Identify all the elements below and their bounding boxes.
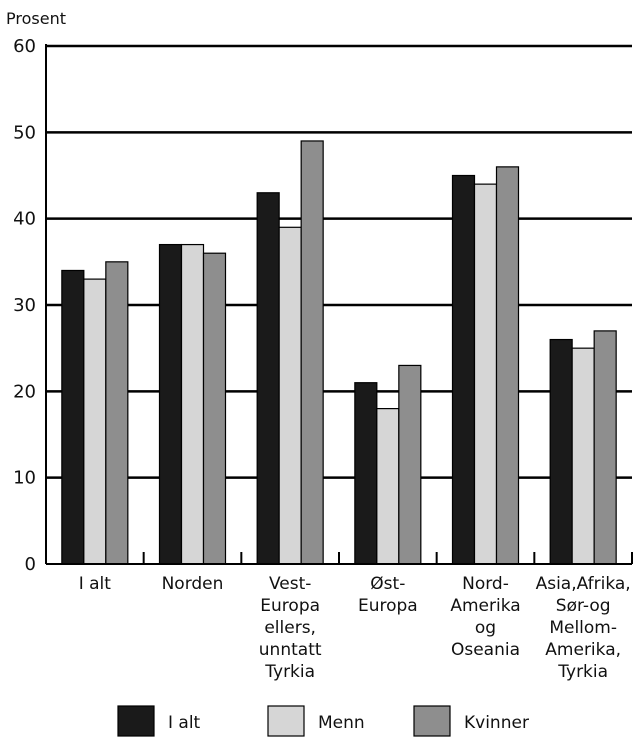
bar-i-alt [354,382,378,565]
bars [61,140,617,565]
y-tick-label: 20 [13,381,36,402]
bar-i-alt [451,174,476,565]
x-category-label: Nord-Amerika og Oseania [450,574,520,660]
bar-kvinner [593,330,617,565]
bar-kvinner [398,364,422,565]
x-category-label-line: Sør-og [556,596,611,616]
bar-i-alt [549,338,573,565]
legend-swatch-kvinner [413,705,451,737]
x-category-label-line: Amerika [450,596,520,616]
x-category-label: Øst-Europa [358,574,418,616]
x-category-label: Vest-Europa ellers, unntatt Tyrkia [259,574,322,682]
x-category-label-line: Øst- [370,574,405,594]
y-axis-ticks: 0 10 20 30 40 50 60 [13,36,36,575]
legend-label-kvinner: Kvinner [464,713,529,733]
x-category-label-line: Norden [162,574,224,594]
x-category-label-line: Europa [260,596,320,616]
x-category-label-line: Nord- [462,574,509,594]
bar-kvinner [105,261,129,565]
x-category-label: Asia,Afrika, Sør-og Mellom-Amerika, Tyrkia [536,574,631,682]
legend-swatch-menn [267,705,305,737]
bar-menn [83,278,107,565]
y-axis-unit-label: Prosent [6,9,66,28]
y-tick-label: 0 [25,554,36,575]
x-category-label: Norden [162,574,224,594]
y-tick-label: 40 [13,209,36,230]
legend: I alt Menn Kvinner [117,705,529,737]
x-category-label-line: Tyrkia [264,662,315,682]
legend-label-menn: Menn [318,713,365,733]
y-tick-label: 10 [13,468,36,489]
bar-i-alt [256,192,280,565]
bar-i-alt [61,269,85,565]
x-category-label-line: Oseania [451,640,520,660]
y-tick-label: 30 [13,295,36,316]
axes [45,44,633,565]
x-category-label-line: og [475,618,496,638]
x-category-label-line: Mellom- [549,618,617,638]
x-category-label-line: Tyrkia [557,662,608,682]
bar-menn [376,408,400,565]
x-category-label-line: ellers, [264,618,316,638]
y-tick-label: 60 [13,36,36,57]
x-category-label-line: Asia,Afrika, [536,574,631,594]
category-labels: I alt Norden Vest-Europa ellers, unntatt Tyrk… [79,574,631,682]
legend-label-i-alt: I alt [168,713,201,733]
gridlines [46,44,632,479]
y-tick-label: 50 [13,122,36,143]
x-category-label-line: Vest- [269,574,311,594]
bar-kvinner [202,252,227,565]
bar-menn [180,243,205,565]
x-category-label-line: unntatt [259,640,322,660]
x-category-label-line: Amerika, [545,640,621,660]
x-category-label: I alt [79,574,112,594]
bar-menn [473,183,498,565]
bar-i-alt [158,243,183,565]
bar-kvinner [495,166,520,565]
x-category-label-line: I alt [79,574,112,594]
x-category-label-line: Europa [358,596,418,616]
bar-menn [571,347,595,565]
bar-kvinner [300,140,324,565]
legend-swatch-i-alt [117,705,155,737]
bar-menn [278,226,302,565]
